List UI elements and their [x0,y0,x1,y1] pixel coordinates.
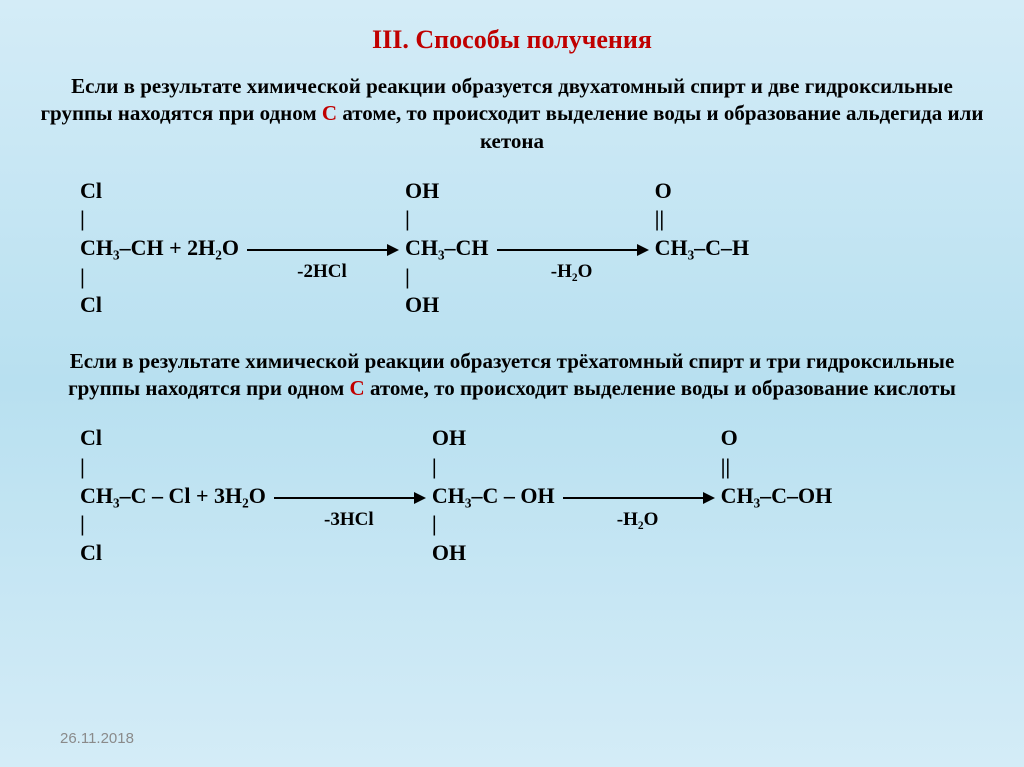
r2-annot2: -H₂O [617,508,659,533]
arrow-icon [497,249,647,251]
r1-annot1: -2HCl [297,260,347,285]
intro-text-1: Если в результате химической реакции обр… [40,73,984,155]
r2-bond2-a: | [80,510,266,539]
r1-main-a: CH₃–CH + 2H₂O [80,234,239,263]
r2-bond-c: || [721,453,833,482]
r1-bot-a: Cl [80,291,239,320]
intro-text-2: Если в результате химической реакции обр… [40,348,984,403]
arrow-icon [274,497,424,499]
r1-annot2: -H₂O [551,260,593,285]
reaction-1: Cl OH O | | || CH₃–CH + 2H₂O -2HCl CH₃ [40,177,984,320]
r1-top-a: Cl [80,177,239,206]
r2-bond-a: | [80,453,266,482]
r2-bond-b: | [432,453,555,482]
r1-top-c: O [655,177,750,206]
reaction-2: Cl OH O | | || CH₃–C – Cl + 3H₂O [40,424,984,567]
intro2-red: С [350,376,365,400]
r1-bond-b: | [405,205,489,234]
r1-top-b: OH [405,177,489,206]
arrow-icon [563,497,713,499]
r1-main-b: CH₃–CH [405,234,489,263]
r1-bond-c: || [655,205,750,234]
r1-bot-b: OH [405,291,489,320]
intro1-part2: атоме, то происходит выделение воды и об… [337,101,983,152]
r1-main-c: CH₃–C–H [655,234,750,263]
arrow-icon [247,249,397,251]
r2-top-a: Cl [80,424,266,453]
r1-bond-a: | [80,205,239,234]
r1-bond2-b: | [405,263,489,292]
r2-main-b: CH₃–C – OH [432,482,555,511]
r2-bot-b: OH [432,539,555,568]
intro1-red: С [322,101,337,125]
r2-annot1: -3HCl [324,508,374,533]
r2-top-b: OH [432,424,555,453]
r2-main-a: CH₃–C – Cl + 3H₂O [80,482,266,511]
footer-date: 26.11.2018 [60,730,134,747]
page-title: III. Способы получения [40,25,984,55]
r2-bot-a: Cl [80,539,266,568]
r2-top-c: O [721,424,833,453]
r2-bond2-b: | [432,510,555,539]
r1-bond2-a: | [80,263,239,292]
intro2-part2: атоме, то происходит выделение воды и об… [365,376,956,400]
r2-main-c: CH₃–C–OH [721,482,833,511]
